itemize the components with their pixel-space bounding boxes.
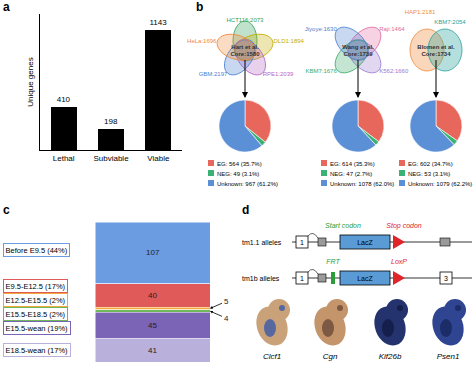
svg-text:LacZ: LacZ [357,275,373,282]
svg-text:1: 1 [300,239,304,246]
svg-text:410: 410 [57,95,71,104]
svg-text:tm1.1 alleles: tm1.1 alleles [242,239,282,246]
svg-text:E9.5-E12.5 (17%): E9.5-E12.5 (17%) [6,282,66,291]
svg-text:Unique genes: Unique genes [26,57,35,106]
svg-text:Lethal: Lethal [53,154,75,163]
svg-text:E12.5-E15.5 (2%): E12.5-E15.5 (2%) [6,296,66,305]
svg-text:198: 198 [104,117,118,126]
svg-text:NEG: 47 (2.7%): NEG: 47 (2.7%) [330,171,372,177]
svg-text:5: 5 [224,297,229,306]
svg-text:Before E9.5 (44%): Before E9.5 (44%) [6,246,68,255]
svg-text:Psen1: Psen1 [437,352,460,361]
svg-text:c: c [3,203,10,217]
svg-text:DLD1:1894: DLD1:1894 [274,38,305,44]
svg-text:EG: 614 (35.3%): EG: 614 (35.3%) [330,161,375,167]
svg-text:RPE1:2039: RPE1:2039 [263,71,294,77]
svg-text:3: 3 [444,275,448,282]
svg-text:41: 41 [148,346,157,355]
svg-text:Raji:1464: Raji:1464 [379,26,405,32]
svg-text:Unknown: 967 (61.2%): Unknown: 967 (61.2%) [217,181,278,187]
svg-text:EG: 602 (34.7%): EG: 602 (34.7%) [408,161,453,167]
svg-text:4: 4 [224,314,229,323]
svg-text:KBM7:1676: KBM7:1676 [305,68,337,74]
svg-text:Core:1734: Core:1734 [421,51,451,57]
svg-text:E18.5-wean (17%): E18.5-wean (17%) [6,346,69,355]
svg-text:tm1b alleles: tm1b alleles [242,275,280,282]
svg-text:Unknown: 1078 (62.0%): Unknown: 1078 (62.0%) [330,181,394,187]
svg-text:d: d [242,203,249,217]
svg-text:a: a [3,0,10,14]
svg-text:Cgn: Cgn [323,352,338,361]
svg-text:45: 45 [148,321,157,330]
svg-text:Unknown: 1079 (62.2%): Unknown: 1079 (62.2%) [408,181,472,187]
svg-text:HAP1:2181: HAP1:2181 [405,9,436,15]
svg-text:1: 1 [300,275,304,282]
svg-text:Blomen et al.: Blomen et al. [417,44,455,50]
svg-text:Start codon: Start codon [325,222,361,229]
svg-text:NEG: 53 (3.1%): NEG: 53 (3.1%) [408,171,450,177]
svg-text:NEG: 49 (3.1%): NEG: 49 (3.1%) [217,171,259,177]
svg-text:Stop codon: Stop codon [386,222,422,230]
svg-text:b: b [196,0,203,14]
svg-text:Subviable: Subviable [93,154,129,163]
svg-text:EG: 564 (35.7%): EG: 564 (35.7%) [217,161,262,167]
svg-text:Core:1580: Core:1580 [230,51,260,57]
svg-text:Jiyoye:1630: Jiyoye:1630 [305,26,338,32]
svg-text:GBM:2197: GBM:2197 [199,71,228,77]
svg-text:Wang et al.: Wang et al. [342,44,374,50]
svg-text:K562:1660: K562:1660 [379,68,409,74]
svg-text:Clcf1: Clcf1 [263,352,281,361]
svg-text:HCT116:2073: HCT116:2073 [227,17,265,23]
svg-text:1143: 1143 [149,18,167,27]
svg-text:LacZ: LacZ [357,239,373,246]
svg-text:107: 107 [146,248,160,257]
svg-text:LoxP: LoxP [391,258,407,265]
svg-text:Core:1739: Core:1739 [343,51,373,57]
svg-text:HeLa:1696: HeLa:1696 [187,38,217,44]
svg-text:E15.5-wean (19%): E15.5-wean (19%) [6,324,69,333]
svg-text:E15.5-E18.5 (2%): E15.5-E18.5 (2%) [6,310,66,319]
svg-text:Kif26b: Kif26b [379,352,402,361]
svg-text:KBM7:2054: KBM7:2054 [434,19,466,25]
svg-text:40: 40 [148,291,157,300]
svg-text:Viable: Viable [147,154,170,163]
svg-text:FRT: FRT [326,258,340,265]
svg-text:Hart et al.: Hart et al. [231,44,259,50]
